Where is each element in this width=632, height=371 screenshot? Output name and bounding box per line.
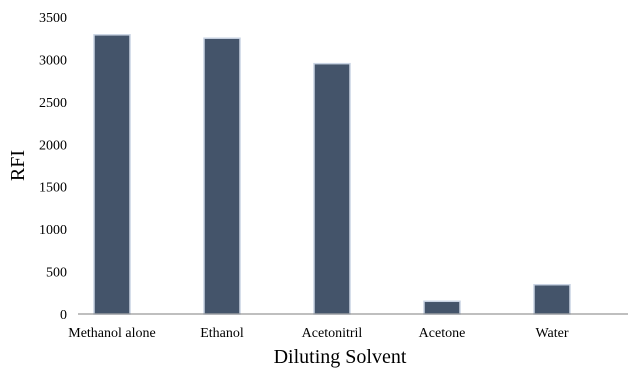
y-tick-label: 500 [46, 266, 67, 281]
x-axis-title: Diluting Solvent [274, 346, 407, 368]
y-axis-title: RFI [7, 150, 29, 181]
y-tick-label: 2000 [39, 138, 67, 153]
bar [203, 37, 241, 315]
x-tick-label: Acetone [419, 326, 466, 341]
x-axis-ticks: Methanol alone Ethanol Acetonitril Acetone W… [68, 326, 569, 341]
bar [533, 283, 571, 315]
bar [313, 62, 351, 315]
y-tick-label: 3000 [39, 53, 67, 68]
x-tick-label: Methanol alone [68, 326, 155, 341]
x-tick-label: Acetonitril [302, 326, 363, 341]
x-tick-label: Ethanol [200, 326, 244, 341]
bars [93, 34, 571, 315]
y-axis-ticks: 0 500 1000 1500 2000 2500 3000 3500 [39, 11, 67, 323]
bar [423, 300, 461, 315]
y-tick-label: 3500 [39, 11, 67, 26]
y-tick-label: 1000 [39, 223, 67, 238]
bar [93, 34, 131, 315]
y-tick-label: 1500 [39, 181, 67, 196]
y-tick-label: 0 [60, 308, 67, 323]
x-tick-label: Water [535, 326, 568, 341]
y-tick-label: 2500 [39, 96, 67, 111]
